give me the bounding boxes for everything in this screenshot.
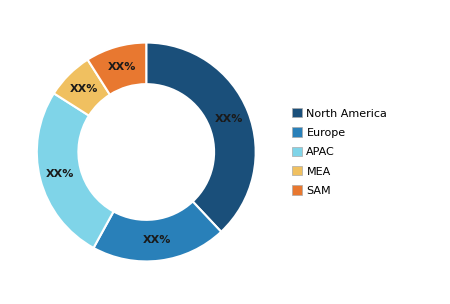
Text: XX%: XX% [143,235,171,245]
Legend: North America, Europe, APAC, MEA, SAM: North America, Europe, APAC, MEA, SAM [288,105,391,199]
Text: XX%: XX% [108,62,136,72]
Wedge shape [37,93,113,248]
Text: XX%: XX% [46,169,75,179]
Text: XX%: XX% [69,84,98,94]
Wedge shape [54,60,110,116]
Text: XX%: XX% [215,114,243,124]
Wedge shape [88,43,146,95]
Wedge shape [94,202,221,261]
Wedge shape [146,43,256,232]
